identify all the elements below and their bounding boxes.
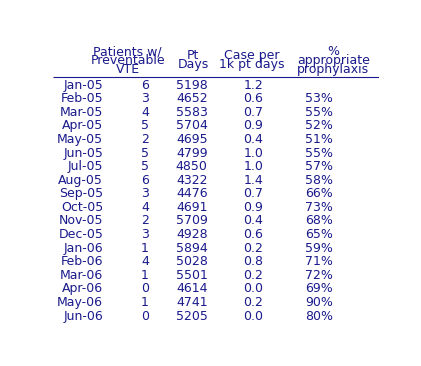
Text: 5894: 5894 xyxy=(176,242,208,255)
Text: Nov-05: Nov-05 xyxy=(59,214,103,228)
Text: 4695: 4695 xyxy=(176,133,208,146)
Text: 5583: 5583 xyxy=(176,106,208,119)
Text: 1.2: 1.2 xyxy=(243,79,263,92)
Text: 58%: 58% xyxy=(305,174,333,187)
Text: 71%: 71% xyxy=(305,255,333,268)
Text: 3: 3 xyxy=(141,92,149,105)
Text: 2: 2 xyxy=(141,214,149,228)
Text: Feb-06: Feb-06 xyxy=(61,255,103,268)
Text: 1: 1 xyxy=(141,296,149,309)
Text: 0.9: 0.9 xyxy=(243,201,263,214)
Text: 4: 4 xyxy=(141,106,149,119)
Text: Patients w/: Patients w/ xyxy=(93,45,162,58)
Text: Apr-06: Apr-06 xyxy=(62,283,103,295)
Text: VTE: VTE xyxy=(116,63,140,75)
Text: 59%: 59% xyxy=(305,242,333,255)
Text: Feb-05: Feb-05 xyxy=(61,92,103,105)
Text: 0.4: 0.4 xyxy=(243,133,263,146)
Text: Jul-05: Jul-05 xyxy=(68,160,103,173)
Text: 0.6: 0.6 xyxy=(243,228,263,241)
Text: Oct-05: Oct-05 xyxy=(61,201,103,214)
Text: 73%: 73% xyxy=(305,201,333,214)
Text: 72%: 72% xyxy=(305,269,333,282)
Text: 0.9: 0.9 xyxy=(243,119,263,132)
Text: appropriate: appropriate xyxy=(297,54,370,67)
Text: 5028: 5028 xyxy=(176,255,208,268)
Text: 4691: 4691 xyxy=(176,201,208,214)
Text: Jan-06: Jan-06 xyxy=(64,242,103,255)
Text: 90%: 90% xyxy=(305,296,333,309)
Text: 5: 5 xyxy=(141,146,149,160)
Text: 66%: 66% xyxy=(306,187,333,200)
Text: 4799: 4799 xyxy=(176,146,208,160)
Text: 57%: 57% xyxy=(305,160,333,173)
Text: 5704: 5704 xyxy=(176,119,208,132)
Text: prophylaxis: prophylaxis xyxy=(297,63,369,75)
Text: 0.2: 0.2 xyxy=(243,269,263,282)
Text: Jun-06: Jun-06 xyxy=(64,310,103,322)
Text: Sep-05: Sep-05 xyxy=(59,187,103,200)
Text: 55%: 55% xyxy=(305,106,333,119)
Text: Days: Days xyxy=(177,58,208,71)
Text: 0: 0 xyxy=(141,283,149,295)
Text: 4: 4 xyxy=(141,201,149,214)
Text: 4928: 4928 xyxy=(176,228,208,241)
Text: 6: 6 xyxy=(141,174,149,187)
Text: Preventable: Preventable xyxy=(91,54,165,67)
Text: 0.7: 0.7 xyxy=(243,106,263,119)
Text: Case per: Case per xyxy=(224,49,280,62)
Text: %: % xyxy=(327,45,339,58)
Text: 52%: 52% xyxy=(305,119,333,132)
Text: Apr-05: Apr-05 xyxy=(62,119,103,132)
Text: 1k pt days: 1k pt days xyxy=(219,58,285,71)
Text: 4614: 4614 xyxy=(176,283,208,295)
Text: 55%: 55% xyxy=(305,146,333,160)
Text: Mar-05: Mar-05 xyxy=(60,106,103,119)
Text: 0.7: 0.7 xyxy=(243,187,263,200)
Text: 4741: 4741 xyxy=(176,296,208,309)
Text: 53%: 53% xyxy=(305,92,333,105)
Text: 5709: 5709 xyxy=(176,214,208,228)
Text: 6: 6 xyxy=(141,79,149,92)
Text: 0.6: 0.6 xyxy=(243,92,263,105)
Text: 1: 1 xyxy=(141,269,149,282)
Text: 80%: 80% xyxy=(305,310,333,322)
Text: 1: 1 xyxy=(141,242,149,255)
Text: 0.2: 0.2 xyxy=(243,242,263,255)
Text: 1.4: 1.4 xyxy=(243,174,263,187)
Text: 0.8: 0.8 xyxy=(243,255,263,268)
Text: May-05: May-05 xyxy=(57,133,103,146)
Text: Jun-05: Jun-05 xyxy=(63,146,103,160)
Text: 5: 5 xyxy=(141,160,149,173)
Text: Aug-05: Aug-05 xyxy=(59,174,103,187)
Text: Mar-06: Mar-06 xyxy=(60,269,103,282)
Text: Jan-05: Jan-05 xyxy=(64,79,103,92)
Text: 1.0: 1.0 xyxy=(243,146,263,160)
Text: Dec-05: Dec-05 xyxy=(59,228,103,241)
Text: 3: 3 xyxy=(141,228,149,241)
Text: 5501: 5501 xyxy=(176,269,208,282)
Text: 5: 5 xyxy=(141,119,149,132)
Text: Pt: Pt xyxy=(187,49,199,62)
Text: 0.4: 0.4 xyxy=(243,214,263,228)
Text: 5205: 5205 xyxy=(176,310,208,322)
Text: 4322: 4322 xyxy=(176,174,208,187)
Text: 4850: 4850 xyxy=(176,160,208,173)
Text: May-06: May-06 xyxy=(57,296,103,309)
Text: 4: 4 xyxy=(141,255,149,268)
Text: 0.0: 0.0 xyxy=(243,283,263,295)
Text: 5198: 5198 xyxy=(176,79,208,92)
Text: 4476: 4476 xyxy=(176,187,208,200)
Text: 0.0: 0.0 xyxy=(243,310,263,322)
Text: 69%: 69% xyxy=(306,283,333,295)
Text: 4652: 4652 xyxy=(176,92,208,105)
Text: 2: 2 xyxy=(141,133,149,146)
Text: 68%: 68% xyxy=(305,214,333,228)
Text: 0.2: 0.2 xyxy=(243,296,263,309)
Text: 51%: 51% xyxy=(305,133,333,146)
Text: 65%: 65% xyxy=(305,228,333,241)
Text: 1.0: 1.0 xyxy=(243,160,263,173)
Text: 0: 0 xyxy=(141,310,149,322)
Text: 3: 3 xyxy=(141,187,149,200)
